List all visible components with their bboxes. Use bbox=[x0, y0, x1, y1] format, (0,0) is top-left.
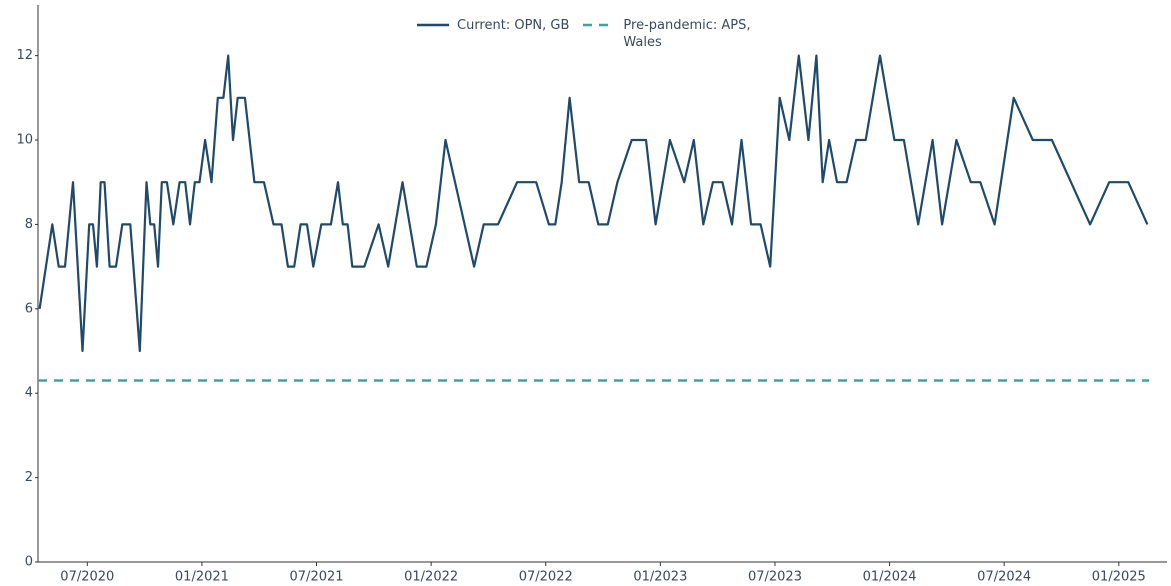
legend-swatch bbox=[583, 23, 616, 27]
y-tick-label: 0 bbox=[25, 555, 33, 570]
x-tick-label: 01/2025 bbox=[1092, 570, 1146, 585]
x-tick-label: 01/2021 bbox=[175, 570, 229, 585]
legend-label: Pre-pandemic: APS, Wales bbox=[623, 18, 751, 50]
y-tick-label: 12 bbox=[16, 48, 33, 63]
x-tick-label: 07/2021 bbox=[290, 570, 344, 585]
legend-item: Current: OPN, GB bbox=[415, 17, 569, 51]
x-tick-label: 01/2024 bbox=[863, 570, 917, 585]
y-tick-label: 6 bbox=[25, 301, 33, 316]
x-tick-label: 07/2022 bbox=[519, 570, 573, 585]
legend-label: Current: OPN, GB bbox=[457, 18, 570, 33]
legend: Current: OPN, GB Pre-pandemic: APS, Wales bbox=[415, 17, 773, 51]
y-tick-label: 10 bbox=[16, 133, 33, 148]
legend-item: Pre-pandemic: APS, Wales bbox=[581, 17, 773, 51]
y-tick-label: 8 bbox=[25, 217, 33, 232]
x-tick-label: 07/2023 bbox=[748, 570, 802, 585]
series-line bbox=[38, 54, 1149, 353]
y-tick-label: 2 bbox=[25, 470, 33, 485]
x-tick-label: 01/2023 bbox=[633, 570, 687, 585]
x-tick-label: 07/2020 bbox=[60, 570, 114, 585]
x-tick-label: 07/2024 bbox=[977, 570, 1031, 585]
y-tick-label: 4 bbox=[25, 386, 33, 401]
legend-swatch bbox=[417, 23, 449, 27]
x-tick-label: 01/2022 bbox=[404, 570, 458, 585]
